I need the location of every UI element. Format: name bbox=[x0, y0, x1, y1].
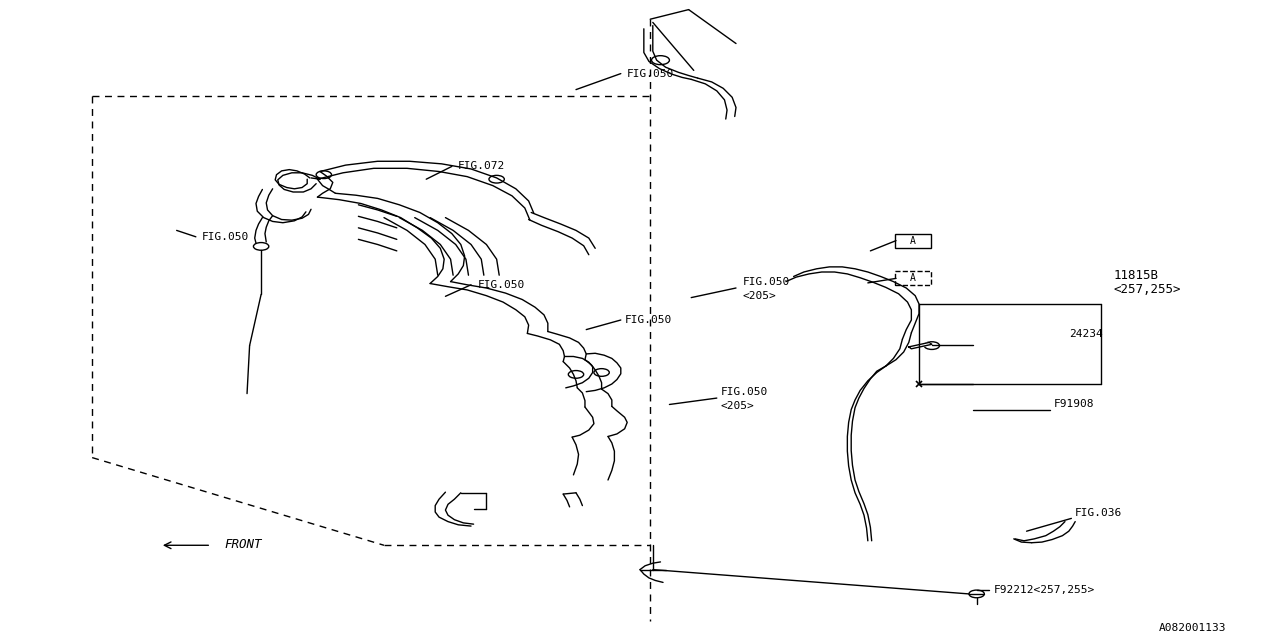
Text: F92212<257,255>: F92212<257,255> bbox=[993, 585, 1094, 595]
Text: FIG.050: FIG.050 bbox=[477, 280, 525, 290]
FancyBboxPatch shape bbox=[895, 234, 931, 248]
Text: FIG.050: FIG.050 bbox=[721, 387, 768, 397]
Text: <205>: <205> bbox=[742, 291, 776, 301]
FancyBboxPatch shape bbox=[895, 271, 931, 285]
Text: 24234: 24234 bbox=[1069, 329, 1102, 339]
Text: 11815B: 11815B bbox=[1114, 269, 1158, 282]
Text: FIG.050: FIG.050 bbox=[627, 68, 675, 79]
Text: FIG.050: FIG.050 bbox=[202, 232, 250, 242]
Text: FIG.036: FIG.036 bbox=[1075, 508, 1123, 518]
Text: <257,255>: <257,255> bbox=[1114, 283, 1181, 296]
Text: A: A bbox=[910, 236, 915, 246]
Text: FIG.050: FIG.050 bbox=[742, 276, 790, 287]
Text: A082001133: A082001133 bbox=[1158, 623, 1226, 634]
Text: <205>: <205> bbox=[721, 401, 754, 411]
Polygon shape bbox=[909, 342, 932, 349]
Text: F91908: F91908 bbox=[1053, 399, 1094, 410]
Text: FIG.050: FIG.050 bbox=[625, 315, 672, 325]
Text: FIG.072: FIG.072 bbox=[458, 161, 506, 172]
Text: A: A bbox=[910, 273, 915, 284]
Text: FRONT: FRONT bbox=[224, 538, 261, 550]
